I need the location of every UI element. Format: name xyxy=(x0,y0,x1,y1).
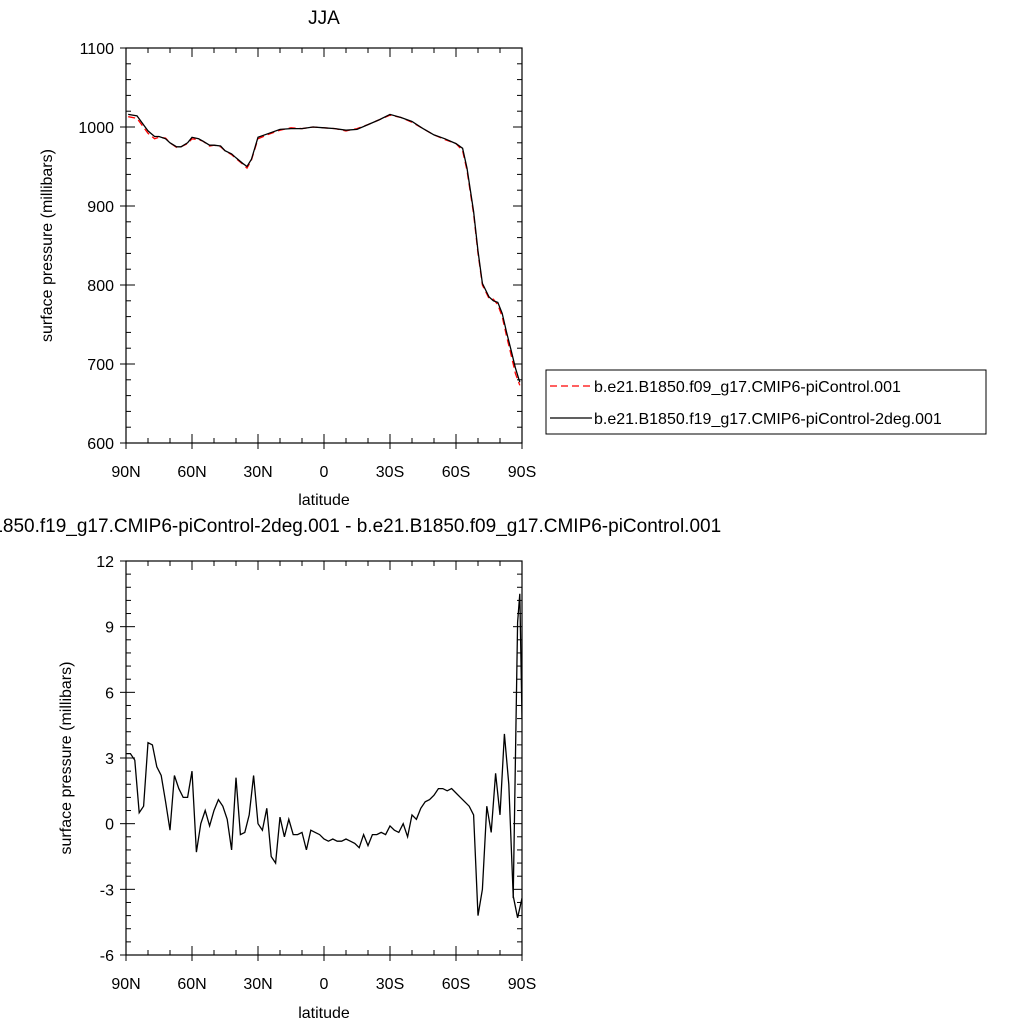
x-tick-label: 30N xyxy=(243,464,272,481)
x-tick-label: 90N xyxy=(111,976,140,993)
y-tick-label: 700 xyxy=(87,357,114,374)
y-tick-label: 1000 xyxy=(78,120,114,137)
series-line-0 xyxy=(128,114,521,386)
legend: b.e21.B1850.f09_g17.CMIP6-piControl.001b… xyxy=(545,369,987,435)
series-line-1 xyxy=(128,113,521,383)
x-axis-label: latitude xyxy=(298,1005,350,1022)
x-tick-label: 60S xyxy=(442,976,470,993)
y-tick-label: 0 xyxy=(105,817,114,834)
legend-label-1: b.e21.B1850.f19_g17.CMIP6-piControl-2deg… xyxy=(594,411,942,428)
panel-difference: b.e21.B1850.f19_g17.CMIP6-piControl-2deg… xyxy=(0,516,721,1022)
y-axis-label: surface pressure (millibars) xyxy=(39,149,56,342)
y-tick-label: 600 xyxy=(87,436,114,453)
x-tick-label: 30S xyxy=(376,464,404,481)
x-tick-label: 90S xyxy=(508,976,536,993)
y-tick-label: 900 xyxy=(87,199,114,216)
y-tick-label: 3 xyxy=(105,751,114,768)
y-tick-label: 800 xyxy=(87,278,114,295)
y-tick-label: 1100 xyxy=(80,41,115,58)
plot-frame xyxy=(125,47,523,444)
x-tick-label: 60S xyxy=(442,464,470,481)
y-tick-label: 12 xyxy=(96,554,114,571)
chart-title: b.e21.B1850.f19_g17.CMIP6-piControl-2deg… xyxy=(0,516,721,537)
y-tick-label: 6 xyxy=(105,685,114,702)
x-tick-label: 90N xyxy=(111,464,140,481)
x-tick-label: 0 xyxy=(320,464,329,481)
series-line-0 xyxy=(126,733,522,918)
plot-frame xyxy=(125,560,523,956)
x-tick-label: 30N xyxy=(243,976,272,993)
x-tick-label: 30S xyxy=(376,976,404,993)
x-tick-label: 0 xyxy=(320,976,329,993)
x-axis-label: latitude xyxy=(298,492,350,509)
x-tick-label: 60N xyxy=(177,464,206,481)
legend-label-0: b.e21.B1850.f09_g17.CMIP6-piControl.001 xyxy=(594,379,901,396)
y-tick-label: -3 xyxy=(100,882,114,899)
y-tick-label: 9 xyxy=(105,620,114,637)
x-tick-label: 90S xyxy=(508,464,536,481)
legend-box xyxy=(545,369,987,435)
x-tick-label: 60N xyxy=(177,976,206,993)
y-axis-label: surface pressure (millibars) xyxy=(58,662,75,855)
y-tick-label: -6 xyxy=(100,948,114,965)
chart-title: JJA xyxy=(308,8,340,29)
panel-climatology: JJA 600 700 800 900 1000 1100 90N 60N 30N 0 30S 60S 9… xyxy=(39,8,987,509)
series-line-1 xyxy=(512,593,522,899)
